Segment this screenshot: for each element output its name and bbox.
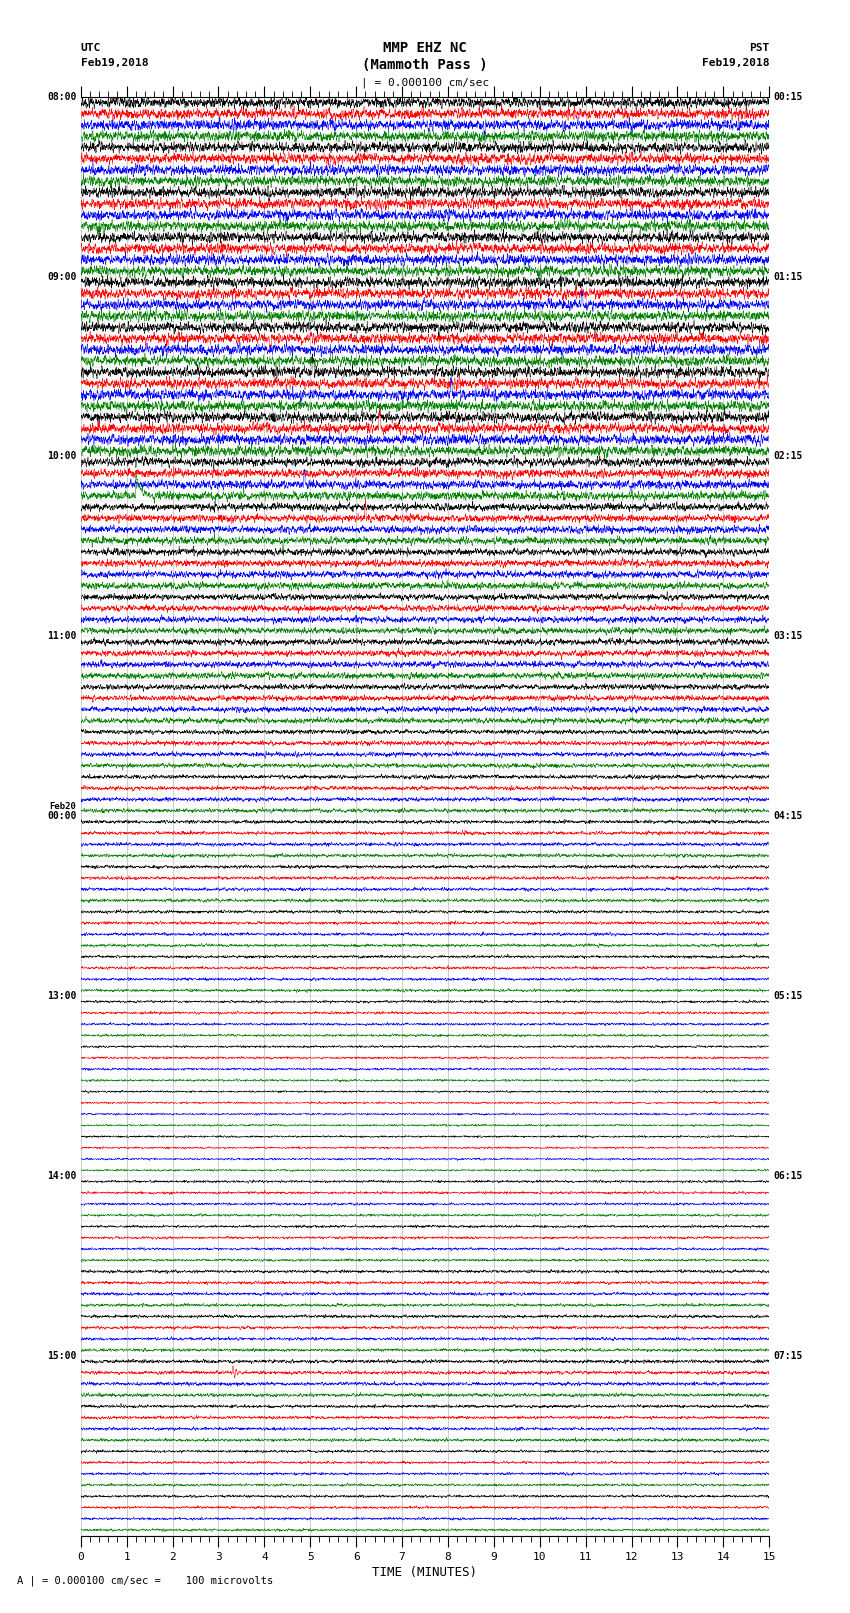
Text: Feb20: Feb20 bbox=[49, 802, 76, 811]
Text: 14:00: 14:00 bbox=[47, 1171, 76, 1181]
Text: 00:15: 00:15 bbox=[774, 92, 803, 102]
Text: 02:15: 02:15 bbox=[774, 452, 803, 461]
Text: (Mammoth Pass ): (Mammoth Pass ) bbox=[362, 58, 488, 71]
Text: UTC: UTC bbox=[81, 44, 101, 53]
Text: MMP EHZ NC: MMP EHZ NC bbox=[383, 42, 467, 55]
X-axis label: TIME (MINUTES): TIME (MINUTES) bbox=[372, 1566, 478, 1579]
Text: PST: PST bbox=[749, 44, 769, 53]
Text: 09:00: 09:00 bbox=[47, 271, 76, 282]
Text: 06:15: 06:15 bbox=[774, 1171, 803, 1181]
Text: 11:00: 11:00 bbox=[47, 631, 76, 642]
Text: 04:15: 04:15 bbox=[774, 811, 803, 821]
Text: A | = 0.000100 cm/sec =    100 microvolts: A | = 0.000100 cm/sec = 100 microvolts bbox=[17, 1576, 273, 1586]
Text: Feb19,2018: Feb19,2018 bbox=[702, 58, 769, 68]
Text: 15:00: 15:00 bbox=[47, 1350, 76, 1361]
Text: 03:15: 03:15 bbox=[774, 631, 803, 642]
Text: 01:15: 01:15 bbox=[774, 271, 803, 282]
Text: 10:00: 10:00 bbox=[47, 452, 76, 461]
Text: Feb19,2018: Feb19,2018 bbox=[81, 58, 148, 68]
Text: | = 0.000100 cm/sec: | = 0.000100 cm/sec bbox=[361, 77, 489, 87]
Text: 00:00: 00:00 bbox=[47, 811, 76, 821]
Text: 07:15: 07:15 bbox=[774, 1350, 803, 1361]
Text: 13:00: 13:00 bbox=[47, 990, 76, 1002]
Text: 08:00: 08:00 bbox=[47, 92, 76, 102]
Text: 05:15: 05:15 bbox=[774, 990, 803, 1002]
